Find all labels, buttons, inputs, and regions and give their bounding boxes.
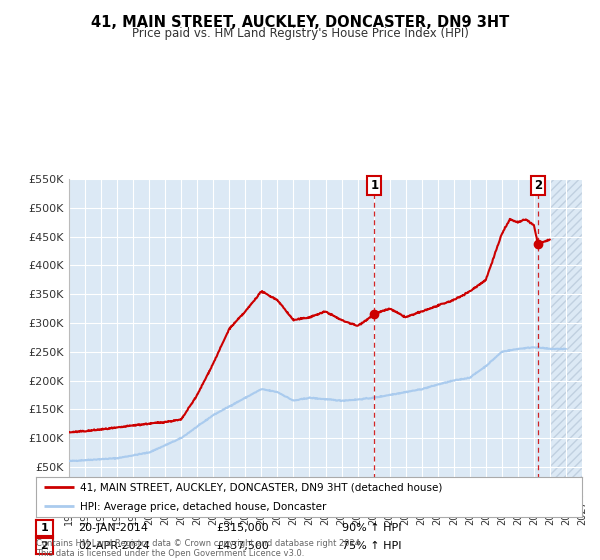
Text: 20-JAN-2014: 20-JAN-2014 <box>78 523 148 533</box>
Text: 41, MAIN STREET, AUCKLEY, DONCASTER, DN9 3HT (detached house): 41, MAIN STREET, AUCKLEY, DONCASTER, DN9… <box>80 483 442 493</box>
Bar <box>550 179 582 496</box>
Text: 1: 1 <box>370 179 379 192</box>
Text: £315,000: £315,000 <box>216 523 269 533</box>
Text: 90% ↑ HPI: 90% ↑ HPI <box>342 523 401 533</box>
Text: Price paid vs. HM Land Registry's House Price Index (HPI): Price paid vs. HM Land Registry's House … <box>131 27 469 40</box>
Text: £437,500: £437,500 <box>216 541 269 551</box>
Text: HPI: Average price, detached house, Doncaster: HPI: Average price, detached house, Donc… <box>80 502 326 511</box>
Text: 2: 2 <box>534 179 542 192</box>
Text: Contains HM Land Registry data © Crown copyright and database right 2024.
This d: Contains HM Land Registry data © Crown c… <box>36 539 362 558</box>
Text: 1: 1 <box>41 523 48 533</box>
Text: 02-APR-2024: 02-APR-2024 <box>78 541 150 551</box>
Text: 41, MAIN STREET, AUCKLEY, DONCASTER, DN9 3HT: 41, MAIN STREET, AUCKLEY, DONCASTER, DN9… <box>91 15 509 30</box>
Text: 2: 2 <box>41 541 48 551</box>
Text: 75% ↑ HPI: 75% ↑ HPI <box>342 541 401 551</box>
